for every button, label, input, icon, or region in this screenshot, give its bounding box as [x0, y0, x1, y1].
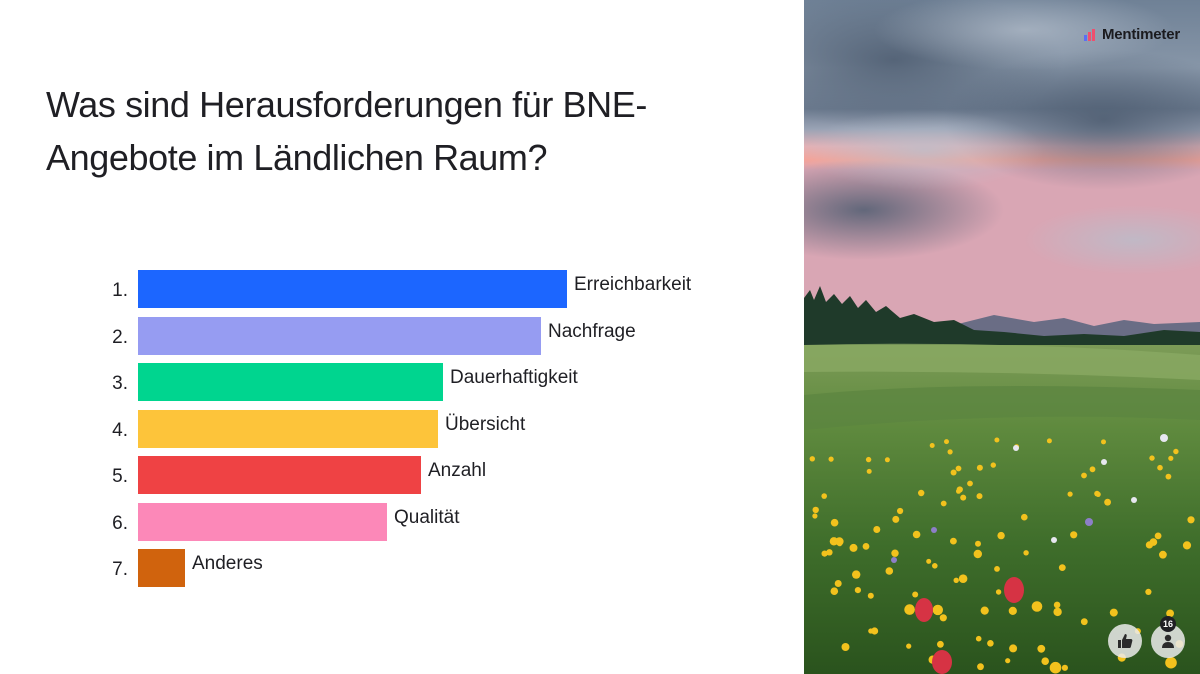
mentimeter-logo-icon	[1083, 28, 1098, 41]
like-button[interactable]	[1108, 624, 1142, 658]
bar-label: Dauerhaftigkeit	[450, 367, 578, 388]
bar-5	[138, 456, 421, 494]
bar-label: Qualität	[394, 506, 460, 528]
rank-number: 5.	[112, 466, 128, 487]
rank-number: 7.	[112, 559, 128, 580]
bar-3	[138, 363, 443, 401]
bar-7	[138, 549, 185, 587]
bar-4	[138, 409, 438, 448]
person-icon	[1162, 634, 1174, 648]
rank-number: 3.	[112, 373, 128, 394]
bar-label: Übersicht	[445, 413, 526, 435]
bar-label: Anzahl	[428, 460, 487, 481]
brand-name: Mentimeter	[1101, 26, 1180, 43]
bar-6	[138, 502, 387, 541]
bar-2	[138, 316, 541, 355]
rank-number: 4.	[112, 419, 128, 441]
ranking-bar-chart: 1. Erreichbarkeit 2. Nachfrage 3. Dauerhaftig…	[112, 270, 692, 587]
meadow-background-image	[804, 0, 1200, 674]
bar-label: Nachfrage	[548, 320, 636, 342]
bar-label: Erreichbarkeit	[574, 274, 692, 295]
rank-number: 1.	[112, 280, 128, 301]
rank-number: 6.	[112, 512, 128, 534]
participant-count-badge: 16	[1160, 616, 1176, 632]
mentimeter-brand: Mentimeter	[1083, 26, 1180, 43]
rank-number: 2.	[112, 326, 128, 348]
thumbs-up-icon	[1118, 634, 1133, 648]
slide-content-panel: Was sind Herausforderungen für BNE-Angeb…	[46, 84, 692, 587]
bar-label: Anderes	[192, 553, 263, 574]
question-title: Was sind Herausforderungen für BNE-Angeb…	[46, 84, 647, 178]
bar-1	[138, 270, 567, 308]
